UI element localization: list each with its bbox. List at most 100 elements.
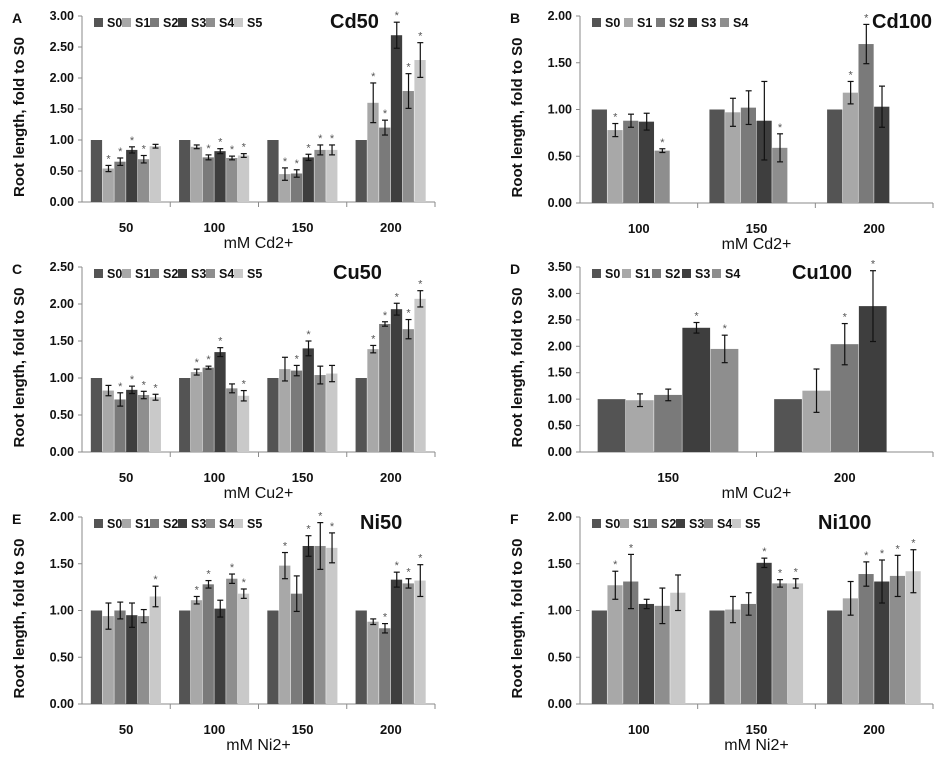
y-tick-label: 1.00 [548,103,572,117]
significance-star: * [153,574,158,586]
x-tick-label: 200 [834,470,856,485]
bar-s1-200 [367,102,379,202]
panel-letter: B [510,10,520,26]
bar-s5-100 [237,593,250,704]
x-tick-label: 100 [628,221,650,236]
legend-label: S2 [669,16,684,30]
significance-star: * [406,62,411,74]
chart-panel-f: F 0.00 0.50 1.00 1.50 2.00 Root length, fold t… [470,500,945,754]
x-tick-label: 100 [628,722,650,737]
bar-s0-200 [355,610,367,704]
significance-star: * [118,381,123,393]
significance-star: * [295,158,300,170]
bar-s3-50 [126,615,138,704]
significance-star: * [295,353,300,365]
bar-s3-150 [682,327,711,452]
x-tick-label: 100 [204,220,226,235]
significance-star: * [283,541,288,553]
legend-label: S4 [219,517,234,531]
bar-s0-100 [591,109,607,203]
y-tick-label: 2.00 [548,9,572,23]
significance-star: * [395,10,400,22]
legend-label: S3 [689,517,704,531]
y-tick-label: 3.00 [548,286,572,300]
y-tick-label: 1.50 [50,102,74,116]
x-tick-label: 150 [746,722,768,737]
bar-s5-100 [670,592,686,704]
bar-s0-150 [267,610,279,704]
bar-s4-100 [654,150,670,203]
chart-title: Cd100 [872,11,932,33]
y-axis-label: Root length, fold to S0 [509,38,526,198]
x-axis-label: mM Ni2+ [226,737,290,752]
legend-label: S3 [701,16,716,30]
bar-s3-150 [302,348,314,452]
legend-item-s3: S3 [676,517,704,531]
y-tick-label: 0.50 [548,419,572,433]
significance-star: * [130,135,135,147]
legend-swatch [688,18,697,27]
x-tick-label: 200 [380,220,402,235]
legend-item-s1: S1 [122,517,150,531]
legend-swatch [178,269,187,278]
bar-s0-200 [355,140,367,202]
bar-s4-150 [772,147,788,203]
bar-s3-50 [126,149,138,202]
chart-panel-e: E 0.00 0.50 1.00 1.50 2.00 Root length, fold t… [0,500,475,754]
significance-star: * [778,568,783,580]
legend-swatch [620,519,629,528]
bar-s4-150 [314,149,326,202]
bar-s1-200 [842,598,858,704]
legend-item-s1: S1 [620,517,648,531]
y-tick-label: 2.50 [548,313,572,327]
significance-star: * [306,142,311,154]
significance-star: * [383,612,388,624]
bar-s0-200 [827,109,843,203]
significance-star: * [864,12,869,24]
legend-label: S1 [635,267,650,281]
y-tick-label: 2.00 [548,339,572,353]
legend-swatch [94,519,103,528]
x-tick-label: 50 [119,722,133,737]
legend-swatch [652,269,661,278]
bar-s0-100 [179,140,191,202]
significance-star: * [206,569,211,581]
panel-letter: C [12,261,22,277]
significance-star: * [153,382,158,394]
legend-swatch [122,519,131,528]
legend-swatch [712,269,721,278]
legend-label: S5 [745,517,760,531]
bar-s4-100 [226,578,238,704]
y-tick-label: 2.00 [50,71,74,85]
bar-s0-150 [267,140,279,202]
x-axis-label: mM Cd2+ [224,235,294,252]
legend-item-s1: S1 [122,16,150,30]
y-tick-label: 0.00 [548,697,572,711]
legend-item-s2: S2 [648,517,676,531]
bar-s1-150 [725,609,741,704]
bar-s4-200 [402,583,414,704]
significance-star: * [142,144,147,156]
y-axis-label: Root length, fold to S0 [11,539,28,699]
y-tick-label: 0.50 [50,408,74,422]
bar-s3-200 [874,106,890,203]
bar-s1-100 [607,585,623,704]
bar-s3-200 [390,35,403,202]
legend-label: S1 [135,16,150,30]
bar-s3-150 [756,120,772,203]
bar-s2-100 [202,367,214,452]
legend-item-s2: S2 [150,517,178,531]
significance-star: * [130,374,135,386]
significance-star: * [629,542,634,554]
bar-s3-100 [638,603,655,704]
significance-star: * [218,336,223,348]
significance-star: * [383,310,388,322]
legend-swatch [122,269,131,278]
significance-star: * [383,108,388,120]
significance-star: * [306,329,311,341]
chart-panel-d: D 0.00 0.50 1.00 1.50 2.00 2.50 3.00 3.50 Root le… [470,250,945,502]
significance-star: * [395,560,400,572]
y-tick-label: 0.50 [548,149,572,163]
significance-star: * [778,122,783,134]
significance-star: * [330,521,335,533]
